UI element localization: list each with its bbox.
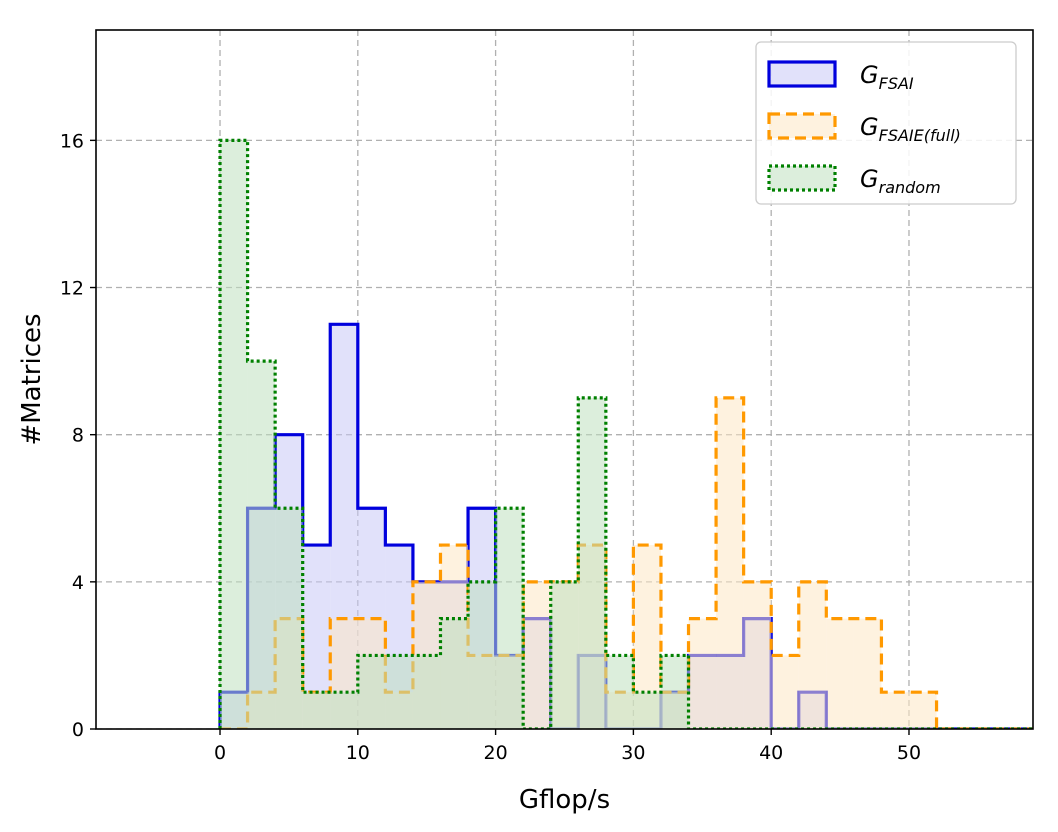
legend-item: GFSAI <box>767 60 914 93</box>
y-axis-label: #Matrices <box>17 313 47 445</box>
legend-swatch <box>767 60 837 88</box>
histogram-bar <box>440 618 469 729</box>
histogram-bar <box>330 692 358 729</box>
legend-item: Grandom <box>767 164 941 197</box>
x-tick-label: 10 <box>346 742 370 764</box>
y-tick-label: 16 <box>60 130 84 152</box>
histogram-bar <box>523 581 551 729</box>
legend-item: GFSAIE(full) <box>767 112 961 145</box>
legend-swatch <box>767 164 837 192</box>
histogram-bar <box>412 655 441 729</box>
x-tick-label: 40 <box>759 742 783 764</box>
y-tick-label: 8 <box>72 425 84 447</box>
histogram-bar <box>605 655 634 729</box>
histogram-bar <box>798 581 827 729</box>
histogram-bar <box>633 692 661 729</box>
histogram-bar <box>247 361 276 729</box>
x-tick-label: 30 <box>621 742 645 764</box>
series-random <box>218 138 1033 729</box>
axis-ticks: 0 10 20 30 40 50 0 4 8 12 16 <box>60 130 921 764</box>
histogram-bar <box>771 655 799 729</box>
series-group <box>218 138 1033 729</box>
x-tick-label: 20 <box>484 742 508 764</box>
x-axis-label: Gflop/s <box>519 785 610 815</box>
y-tick-label: 4 <box>72 572 84 594</box>
x-tick-label: 50 <box>897 742 921 764</box>
histogram-bar <box>688 618 717 729</box>
histogram-bar <box>853 618 882 729</box>
legend: GFSAI GFSAIE(full) Grandom <box>755 41 1017 205</box>
histogram-outline <box>218 138 1033 729</box>
y-tick-label: 0 <box>72 719 84 741</box>
histogram-bar <box>302 692 331 729</box>
histogram-bar <box>881 692 909 729</box>
histogram-bar <box>660 655 689 729</box>
legend-swatch <box>767 112 837 140</box>
legend-label: GFSAIE(full) <box>860 113 961 145</box>
histogram-bar <box>826 618 854 729</box>
histogram-bar <box>468 581 496 729</box>
plot-frame <box>95 29 1034 730</box>
histogram-bar <box>357 655 386 729</box>
histogram-bar <box>275 508 303 729</box>
histogram-bar <box>716 397 744 729</box>
histogram-bar <box>578 397 606 729</box>
legend-label: Grandom <box>860 165 941 197</box>
legend-label: GFSAI <box>860 61 914 93</box>
histogram-bar <box>220 140 248 729</box>
y-tick-label: 12 <box>60 278 84 300</box>
x-tick-label: 0 <box>214 742 226 764</box>
histogram-bar <box>550 581 579 729</box>
histogram-bar <box>908 692 937 729</box>
histogram-bar <box>495 508 524 729</box>
histogram-bar <box>743 581 772 729</box>
histogram-bar <box>385 655 413 729</box>
